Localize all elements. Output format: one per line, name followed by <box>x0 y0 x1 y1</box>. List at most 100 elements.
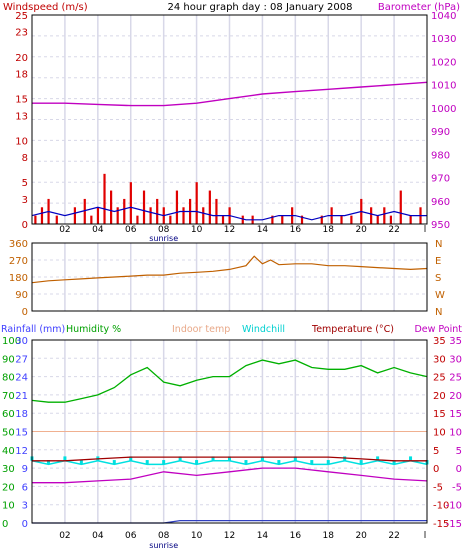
dewpoint-tick-label: -5 <box>452 482 462 493</box>
wind-barometer-panel: 0358101315182023259509609709809901000101… <box>15 11 456 243</box>
legend-dew-point: Dew Point <box>414 324 462 335</box>
windspeed-bar <box>241 215 244 224</box>
temperature-tick-label: 25 <box>433 373 446 384</box>
windspeed-bar <box>383 207 386 224</box>
legend-humidity: Humidity % <box>66 324 121 335</box>
humidity-tick-label: 40 <box>2 446 15 457</box>
windspeed-bar <box>83 198 86 224</box>
windspeed-bar <box>399 190 402 224</box>
rain-tick-label: 21 <box>15 391 28 402</box>
barometer-tick-label: 1020 <box>431 57 456 68</box>
windspeed-bar <box>34 215 37 224</box>
panel1-x-tick-label: 14 <box>257 225 269 235</box>
temperature-tick-label: 5 <box>433 446 439 457</box>
panel1-x-end-label: l <box>424 225 427 235</box>
windspeed-bar <box>300 215 304 224</box>
temperature-tick-label: 35 <box>433 336 446 347</box>
panel3-x-tick-label: 04 <box>92 531 104 541</box>
windspeed-tick-label: 25 <box>15 11 28 22</box>
humidity-tick-label: 10 <box>2 501 15 512</box>
rain-tick-label: 18 <box>15 409 28 420</box>
windspeed-bar <box>142 190 146 224</box>
rain-tick-label: 6 <box>22 482 28 493</box>
direction-tick-label: 0 <box>22 307 28 318</box>
dewpoint-tick-label: 25 <box>449 373 462 384</box>
panel1-border <box>31 14 428 225</box>
windspeed-tick-label: 15 <box>15 95 28 106</box>
panel3-x-tick-label: 18 <box>323 531 335 541</box>
panel1-x-tick-label: 10 <box>191 225 203 235</box>
panel1-x-tick-label: 20 <box>355 225 367 235</box>
compass-tick-label: W <box>435 290 445 301</box>
barometer-tick-label: 950 <box>431 220 450 231</box>
panel1-x-tick-label: 12 <box>224 225 235 235</box>
direction-tick-label: 360 <box>9 239 28 250</box>
humidity-line <box>31 359 428 403</box>
sunrise-label: sunrise <box>149 234 178 243</box>
windspeed-bar <box>376 215 379 224</box>
panel3-x-tick-label: 22 <box>388 531 399 541</box>
windspeed-bar <box>221 215 225 224</box>
temperature-tick-label: -5 <box>433 482 443 493</box>
rain-tick-label: 3 <box>22 501 28 512</box>
direction-tick-label: 180 <box>9 273 28 284</box>
humidity-tick-label: 90 <box>2 354 15 365</box>
temperature-tick-label: -10 <box>433 501 449 512</box>
panel3-x-tick-label: 06 <box>125 531 137 541</box>
barometer-axis-title: Barometer (hPa) <box>378 2 460 13</box>
windspeed-bar <box>40 207 44 224</box>
rain-tick-label: 30 <box>15 336 28 347</box>
windspeed-bar <box>96 207 100 224</box>
rain-tick-label: 15 <box>15 428 28 439</box>
legend-temperature: Temperature (°C) <box>311 324 394 335</box>
humidity-tick-label: 0 <box>2 519 8 530</box>
windspeed-bar <box>350 215 353 224</box>
graph-title: 24 hour graph day : 08 January 2008 <box>168 2 353 13</box>
panel3-border <box>31 339 428 524</box>
panel3-x-tick-label: 20 <box>355 531 367 541</box>
windspeed-bar <box>370 207 373 224</box>
panel3-x-tick-label: 02 <box>59 531 70 541</box>
barometer-tick-label: 960 <box>431 197 450 208</box>
dewpoint-tick-label: 5 <box>456 446 462 457</box>
legend-rainfall: Rainfall (mm) <box>1 324 65 335</box>
panel1-x-tick-label: 06 <box>125 225 137 235</box>
barometer-tick-label: 1040 <box>431 11 456 22</box>
panel1-x-tick-label: 08 <box>158 225 170 235</box>
temperature-tick-label: 0 <box>433 464 439 475</box>
windspeed-bar <box>149 207 152 224</box>
panel3-x-tick-label: 08 <box>158 531 170 541</box>
rain-tick-label: 0 <box>22 519 28 530</box>
windspeed-tick-label: 0 <box>22 220 28 231</box>
compass-tick-label: E <box>435 256 441 267</box>
windspeed-bar <box>202 207 205 224</box>
panel1-x-tick-label: 16 <box>290 225 302 235</box>
windspeed-tick-label: 20 <box>15 53 28 64</box>
temperature-tick-label: 30 <box>433 354 446 365</box>
dew-point-line <box>32 467 428 484</box>
dewpoint-tick-label: 20 <box>449 391 462 402</box>
barometer-tick-label: 1030 <box>431 34 456 45</box>
dewpoint-tick-label: 10 <box>449 428 462 439</box>
barometer-tick-label: 970 <box>431 174 450 185</box>
temperature-c-line <box>32 456 427 462</box>
dewpoint-tick-label: 30 <box>449 354 462 365</box>
windspeed-tick-label: 3 <box>22 195 28 206</box>
windspeed-bar <box>208 190 211 224</box>
direction-tick-label: 270 <box>9 256 28 267</box>
humidity-tick-label: 70 <box>2 391 15 402</box>
barometer-tick-label: 980 <box>431 150 450 161</box>
windspeed-bar <box>182 207 185 224</box>
panel1-x-tick-label: 18 <box>323 225 335 235</box>
humidity-tick-label: 60 <box>2 409 15 420</box>
panel3-legend: Rainfall (mm) Humidity % Indoor temp Win… <box>1 324 462 335</box>
windspeed-bar <box>103 173 106 224</box>
windspeed-axis-title: Windspeed (m/s) <box>3 2 88 13</box>
humidity-tick-label: 50 <box>2 428 15 439</box>
windspeed-bar <box>116 207 119 224</box>
compass-tick-label: N <box>435 307 442 318</box>
panel2-border <box>31 242 428 312</box>
barometer-tick-label: 990 <box>431 127 450 138</box>
